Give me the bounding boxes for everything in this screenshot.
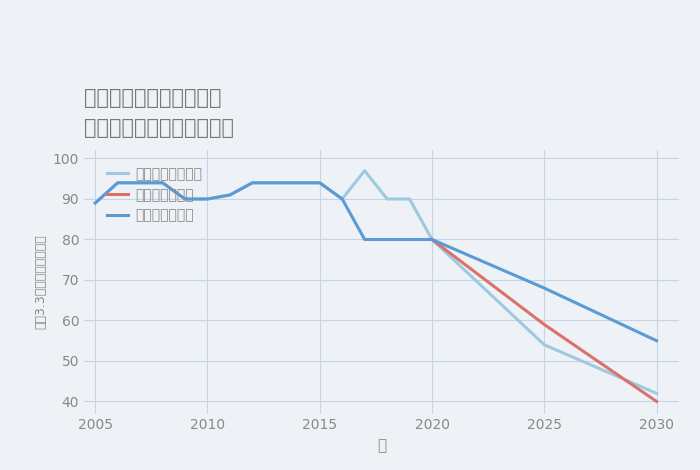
グッドシナリオ — [383, 237, 391, 243]
グッドシナリオ — [181, 196, 189, 202]
グッドシナリオ — [91, 200, 99, 206]
グッドシナリオ — [360, 237, 369, 243]
グッドシナリオ — [540, 285, 549, 291]
Y-axis label: 坪（3.3㎡）単価（万円）: 坪（3.3㎡）単価（万円） — [34, 235, 47, 329]
ノーマルシナリオ — [203, 196, 211, 202]
ノーマルシナリオ — [383, 196, 391, 202]
Text: 三重県松阪市町平尾町の
中古マンションの価格推移: 三重県松阪市町平尾町の 中古マンションの価格推移 — [84, 88, 234, 138]
グッドシナリオ — [316, 180, 324, 186]
ノーマルシナリオ — [652, 391, 661, 396]
グッドシナリオ — [248, 180, 257, 186]
Line: ノーマルシナリオ: ノーマルシナリオ — [95, 171, 657, 393]
グッドシナリオ — [338, 196, 346, 202]
グッドシナリオ — [428, 237, 436, 243]
ノーマルシナリオ — [540, 342, 549, 348]
ノーマルシナリオ — [225, 192, 234, 198]
Line: バッドシナリオ: バッドシナリオ — [432, 240, 657, 401]
グッドシナリオ — [405, 237, 414, 243]
ノーマルシナリオ — [136, 180, 144, 186]
グッドシナリオ — [652, 338, 661, 344]
ノーマルシナリオ — [338, 196, 346, 202]
ノーマルシナリオ — [158, 180, 167, 186]
ノーマルシナリオ — [248, 180, 257, 186]
グッドシナリオ — [225, 192, 234, 198]
ノーマルシナリオ — [271, 180, 279, 186]
Line: グッドシナリオ: グッドシナリオ — [95, 183, 657, 341]
ノーマルシナリオ — [405, 196, 414, 202]
ノーマルシナリオ — [113, 180, 122, 186]
ノーマルシナリオ — [428, 237, 436, 243]
バッドシナリオ — [540, 321, 549, 327]
バッドシナリオ — [428, 237, 436, 243]
Legend: ノーマルシナリオ, バッドシナリオ, グッドシナリオ: ノーマルシナリオ, バッドシナリオ, グッドシナリオ — [103, 163, 206, 227]
グッドシナリオ — [113, 180, 122, 186]
グッドシナリオ — [293, 180, 302, 186]
グッドシナリオ — [136, 180, 144, 186]
ノーマルシナリオ — [293, 180, 302, 186]
グッドシナリオ — [271, 180, 279, 186]
グッドシナリオ — [158, 180, 167, 186]
X-axis label: 年: 年 — [377, 438, 386, 453]
ノーマルシナリオ — [360, 168, 369, 173]
ノーマルシナリオ — [316, 180, 324, 186]
ノーマルシナリオ — [181, 196, 189, 202]
バッドシナリオ — [652, 399, 661, 404]
グッドシナリオ — [203, 196, 211, 202]
ノーマルシナリオ — [91, 200, 99, 206]
